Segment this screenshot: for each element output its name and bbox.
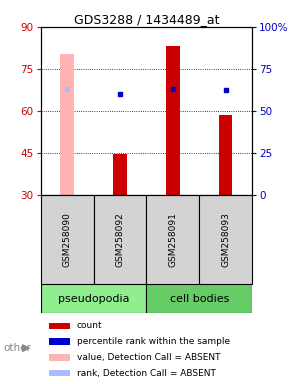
Title: GDS3288 / 1434489_at: GDS3288 / 1434489_at [74, 13, 219, 26]
Bar [49, 354, 70, 361]
Bar [146, 285, 252, 313]
Text: ▶: ▶ [22, 343, 30, 353]
Text: count: count [77, 321, 102, 330]
Text: GSM258090: GSM258090 [63, 212, 72, 267]
Text: GSM258091: GSM258091 [168, 212, 177, 267]
Bar [60, 53, 74, 195]
Text: pseudopodia: pseudopodia [58, 294, 129, 304]
Text: cell bodies: cell bodies [170, 294, 229, 304]
Bar [49, 338, 70, 345]
Text: rank, Detection Call = ABSENT: rank, Detection Call = ABSENT [77, 369, 215, 378]
Bar [41, 195, 93, 285]
Bar [49, 323, 70, 329]
Bar [166, 46, 180, 195]
Text: GSM258092: GSM258092 [115, 212, 124, 267]
Bar [113, 154, 127, 195]
Text: GSM258093: GSM258093 [221, 212, 230, 267]
Bar [93, 195, 146, 285]
Bar [41, 285, 146, 313]
Bar [49, 370, 70, 376]
Bar [219, 115, 233, 195]
Bar [146, 195, 200, 285]
Text: percentile rank within the sample: percentile rank within the sample [77, 337, 230, 346]
Text: value, Detection Call = ABSENT: value, Detection Call = ABSENT [77, 353, 220, 362]
Bar [200, 195, 252, 285]
Text: other: other [3, 343, 31, 353]
